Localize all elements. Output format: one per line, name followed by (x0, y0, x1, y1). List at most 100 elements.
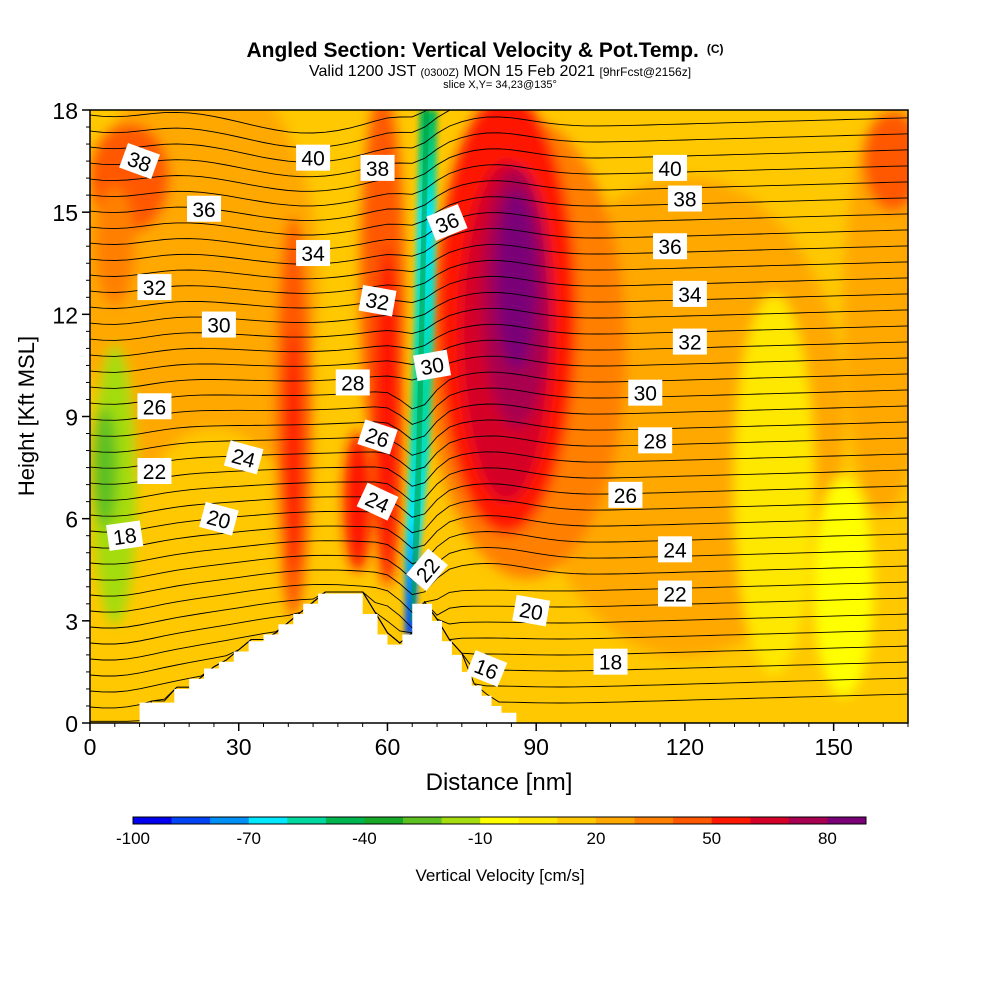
isentrope-label-text: 18 (112, 524, 138, 550)
isentrope-label: 32 (358, 284, 397, 317)
y-tick-label: 9 (65, 405, 78, 431)
isentrope-line (90, 180, 908, 221)
isentrope-line (90, 591, 908, 661)
isentrope-label-bg (628, 379, 663, 406)
isentrope-line (90, 110, 625, 149)
isentrope-label-bg (426, 203, 468, 241)
isentrope-line (90, 451, 908, 487)
isentrope-label: 32 (672, 328, 707, 355)
isentrope-label: 20 (512, 594, 551, 627)
colorbar-swatch (595, 817, 635, 824)
isentrope-label-text: 38 (366, 158, 389, 181)
isentrope-label: 22 (137, 457, 172, 484)
isentrope-label: 38 (667, 185, 702, 212)
isentrope-label-text: 40 (301, 148, 324, 171)
isentrope-line (90, 276, 908, 309)
isentrope-label-bg (119, 143, 160, 180)
colorbar: -100 -70 -40 -10 20 50 80 (116, 816, 867, 848)
isentrope-label: 18 (106, 520, 144, 551)
chart-subtitle: Valid 1200 JST (0300Z) MON 15 Feb 2021 [… (309, 63, 691, 80)
colorbar-swatch (403, 817, 442, 824)
colorbar-swatch (480, 817, 520, 824)
isentrope-label-text: 30 (419, 354, 446, 381)
isentrope-line (90, 591, 908, 629)
isentrope-label-text: 22 (143, 461, 166, 484)
x-tick-label: 90 (523, 734, 549, 760)
x-axis-label: Distance [nm] (426, 769, 573, 796)
isentrope-label: 28 (638, 427, 673, 454)
isentrope-label-text: 22 (663, 584, 686, 607)
isentrope-label-text: 24 (663, 539, 687, 562)
isentrope-label-bg (608, 481, 643, 508)
isentrope-line (90, 403, 908, 441)
isentrope-line (90, 148, 908, 192)
x-tick-label: 150 (814, 734, 852, 760)
isentrope-label-bg (657, 580, 692, 607)
isentrope-label-text: 30 (207, 315, 230, 338)
isentrope-label-bg (672, 328, 707, 355)
isentrope-label-text: 30 (634, 383, 657, 406)
isentrope-label-bg (413, 349, 452, 382)
isentrope-label-bg (356, 482, 399, 521)
colorbar-tick-label: -100 (116, 829, 150, 848)
isentrope-label: 34 (672, 280, 707, 307)
isentrope-label-text: 34 (301, 243, 325, 266)
isentrope-label: 32 (137, 274, 172, 301)
velocity-region (863, 111, 908, 212)
isentrope-line (90, 132, 908, 178)
isentrope-label-text: 28 (643, 430, 666, 453)
isentrope-label-bg (672, 280, 707, 307)
x-axis: 0 30 60 90 120 150 (84, 723, 909, 760)
isentrope-line (90, 562, 908, 597)
isentrope-label: 28 (335, 369, 370, 396)
isentrope-label-text: 32 (678, 332, 701, 355)
isentrope-line (90, 244, 908, 280)
isentrope-label-bg (667, 185, 702, 212)
isentrope-label-text: 26 (143, 396, 166, 419)
colorbar-swatch (788, 817, 828, 824)
isentrope-label-text: 40 (658, 158, 681, 181)
isentrope-label: 18 (593, 648, 628, 675)
isentrope-label-bg (657, 536, 692, 563)
isentrope-label-bg (335, 369, 370, 396)
isentrope-label: 40 (653, 154, 688, 181)
colorbar-swatch (171, 817, 211, 824)
isentrope-label-bg (357, 419, 398, 455)
isentrope-line (90, 110, 428, 134)
colorbar-tick-label: 50 (702, 829, 721, 848)
velocity-region (285, 330, 302, 571)
isentrope-label-text: 26 (614, 485, 637, 508)
isentrope-label-text: 38 (673, 189, 696, 212)
isentrope-label-bg (638, 427, 673, 454)
isentrope-line (90, 371, 908, 410)
isentrope-line (90, 531, 908, 565)
y-tick-label: 3 (65, 609, 78, 635)
field-blobs (90, 110, 908, 697)
colorbar-swatch (827, 817, 867, 824)
colorbar-swatch (673, 817, 712, 824)
isentrope-label-text: 36 (192, 199, 215, 222)
y-tick-label: 6 (65, 507, 78, 533)
colorbar-swatch (133, 817, 172, 824)
isentrope-label-bg (465, 650, 508, 687)
isentrope-label-text: 36 (658, 236, 681, 259)
colorbar-tick-label: -40 (352, 829, 377, 848)
colorbar-swatch (441, 817, 481, 824)
isentrope-label: 26 (357, 419, 398, 455)
isentrope-line (90, 228, 908, 265)
isentrope-line (90, 323, 908, 357)
isentrope-line (90, 355, 908, 389)
isentrope-label-text: 20 (517, 599, 544, 626)
terrain (90, 593, 908, 723)
colorbar-swatch (210, 817, 250, 824)
isentrope-line (90, 581, 908, 614)
velocity-region (734, 294, 815, 675)
colorbar-swatch (634, 817, 674, 824)
isentrope-label: 30 (628, 379, 663, 406)
isentrope-line (90, 164, 908, 207)
isentrope-line (90, 591, 908, 677)
isentrope-label-bg (360, 154, 395, 181)
colorbar-swatch (557, 817, 597, 824)
